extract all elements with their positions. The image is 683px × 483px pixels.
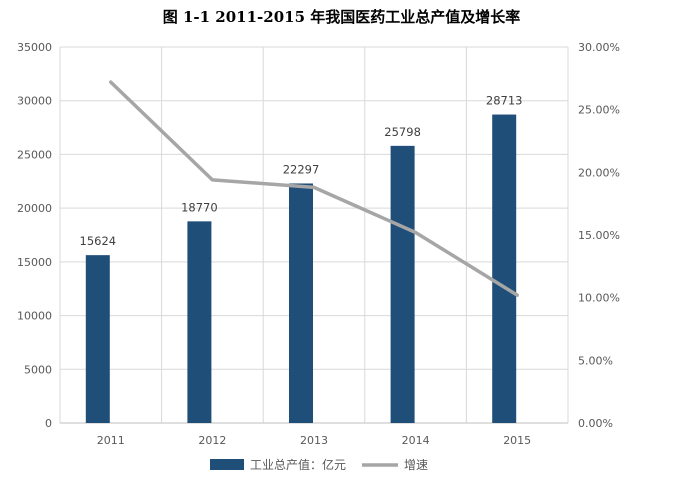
legend-swatch-bar <box>210 459 244 470</box>
chart-title: 图 1-1 2011-2015 年我国医药工业总产值及增长率 <box>162 8 521 26</box>
growth-point <box>312 185 316 189</box>
bar <box>492 114 517 423</box>
growth-point <box>414 230 418 234</box>
y-left-tick-label: 30000 <box>17 95 52 108</box>
y-right-tick-label: 10.00% <box>578 292 620 305</box>
y-right-tick-label: 15.00% <box>578 229 620 242</box>
x-tick-label: 2012 <box>198 434 226 447</box>
y-left-tick-label: 15000 <box>17 256 52 269</box>
bar <box>187 221 212 423</box>
y-right-tick-label: 20.00% <box>578 166 620 179</box>
growth-point <box>210 178 214 182</box>
y-left-tick-label: 0 <box>45 417 52 430</box>
bar-data-label: 25798 <box>384 125 421 139</box>
y-right-tick-label: 0.00% <box>578 417 613 430</box>
bar-data-label: 15624 <box>80 234 117 248</box>
x-tick-label: 2015 <box>503 434 531 447</box>
y-left-tick-label: 5000 <box>24 363 52 376</box>
y-left-tick-label: 35000 <box>17 41 52 54</box>
bar-data-label: 22297 <box>283 162 320 176</box>
legend-label-bar: 工业总产值：亿元 <box>250 457 346 472</box>
x-tick-label: 2013 <box>300 434 328 447</box>
y-left-tick-label: 20000 <box>17 202 52 215</box>
bar <box>85 255 110 423</box>
bar <box>289 183 313 423</box>
y-left-tick-label: 25000 <box>17 148 52 161</box>
growth-point <box>515 293 519 297</box>
bar-data-label: 18770 <box>181 200 218 214</box>
growth-point <box>109 80 113 84</box>
x-tick-label: 2014 <box>402 434 430 447</box>
y-left-tick-label: 10000 <box>17 310 52 323</box>
legend-label-line: 增速 <box>404 458 428 472</box>
y-right-tick-label: 5.00% <box>578 354 613 367</box>
y-right-tick-label: 30.00% <box>578 41 620 54</box>
y-right-tick-label: 25.00% <box>578 104 620 117</box>
bar-data-label: 28713 <box>486 94 523 108</box>
bar <box>390 145 415 423</box>
x-tick-label: 2011 <box>97 434 125 447</box>
